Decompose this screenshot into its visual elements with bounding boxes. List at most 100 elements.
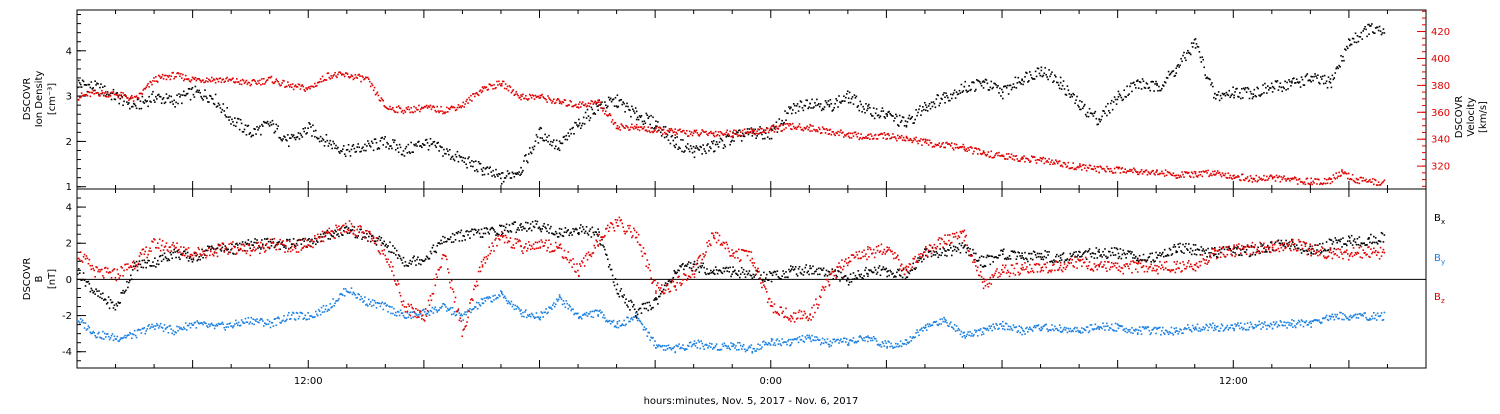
data-point-series [1240,98,1242,100]
data-point-By [1164,333,1166,335]
data-point-series [302,86,304,88]
data-point-By [965,335,967,337]
data-point-Bx [435,252,437,254]
data-point-series [1140,82,1142,84]
data-point-series [929,140,931,142]
data-point-By [1046,328,1048,330]
data-point-series [414,111,416,113]
data-point-series [388,148,390,150]
data-point-Bx [213,248,215,250]
data-point-By [657,346,659,348]
data-point-By [151,324,153,326]
data-point-series [1156,169,1158,171]
data-point-series [81,92,83,94]
data-point-series [476,92,478,94]
data-point-Bx [170,252,172,254]
data-point-Bx [285,247,287,249]
data-point-series [111,99,113,101]
data-point-series [767,136,769,138]
data-point-series [233,125,235,127]
data-point-Bx [145,267,147,269]
data-point-By [1128,331,1130,333]
data-point-By [533,316,535,318]
data-point-series [456,109,458,111]
data-point-series [1201,56,1203,58]
data-point-By [1130,332,1132,334]
data-point-By [1233,330,1235,332]
data-point-series [673,131,675,133]
data-point-Bx [418,263,420,265]
data-point-series [299,138,301,140]
data-point-Bx [178,257,180,259]
data-point-series [631,124,633,126]
data-point-Bx [155,266,157,268]
data-point-By [755,350,757,352]
data-point-By [361,298,363,300]
data-point-series [804,105,806,107]
data-point-series [300,88,302,90]
data-point-By [560,297,562,299]
data-point-series [1265,87,1267,89]
data-point-By [729,349,731,351]
data-point-By [352,294,354,296]
data-point-series [1330,78,1332,80]
data-point-By [1306,320,1308,322]
data-point-series [1333,174,1335,176]
data-point-By [711,343,713,345]
data-point-series [367,77,369,79]
data-point-By [145,330,147,332]
data-point-series [235,125,237,127]
data-point-series [1316,77,1318,79]
data-point-By [804,336,806,338]
data-point-series [244,129,246,131]
data-point-Bx [158,264,160,266]
data-point-series [1039,73,1041,75]
data-point-By [111,335,113,337]
data-point-series [1277,80,1279,82]
data-point-series [1201,176,1203,178]
data-point-series [121,97,123,99]
data-point-series [281,140,283,142]
data-point-series [1263,92,1265,94]
data-point-series [181,77,183,79]
data-point-Bx [83,272,85,274]
bottom-left-ylabel-line2: B [34,275,45,282]
data-point-series [507,86,509,88]
data-point-By [760,348,762,350]
data-point-series [94,80,96,82]
data-point-By [420,313,422,315]
data-point-series [334,72,336,74]
data-point-series [160,96,162,98]
data-point-By [1221,323,1223,325]
data-point-series [636,119,638,121]
data-point-By [1365,317,1367,319]
data-point-Bx [453,241,455,243]
data-point-series [320,136,322,138]
data-point-series [829,106,831,108]
data-point-series [974,90,976,92]
data-point-Bx [556,233,558,235]
data-point-By [1136,329,1138,331]
data-point-By [269,321,271,323]
data-point-By [1127,329,1129,331]
data-point-series [1289,180,1291,182]
data-point-series [208,101,210,103]
data-point-By [261,318,263,320]
data-point-series [391,109,393,111]
data-point-Bx [480,236,482,238]
data-point-series [549,144,551,146]
data-point-By [114,336,116,338]
data-point-series [1081,101,1083,103]
data-point-series [701,153,703,155]
data-point-series [737,132,739,134]
data-point-series [570,133,572,135]
data-point-By [446,310,448,312]
data-point-series [200,96,202,98]
data-point-By [867,335,869,337]
data-point-series [1274,176,1276,178]
data-point-series [1332,75,1334,77]
data-point-series [454,107,456,109]
data-point-By [266,324,268,326]
data-point-series [927,139,929,141]
data-point-series [520,99,522,101]
